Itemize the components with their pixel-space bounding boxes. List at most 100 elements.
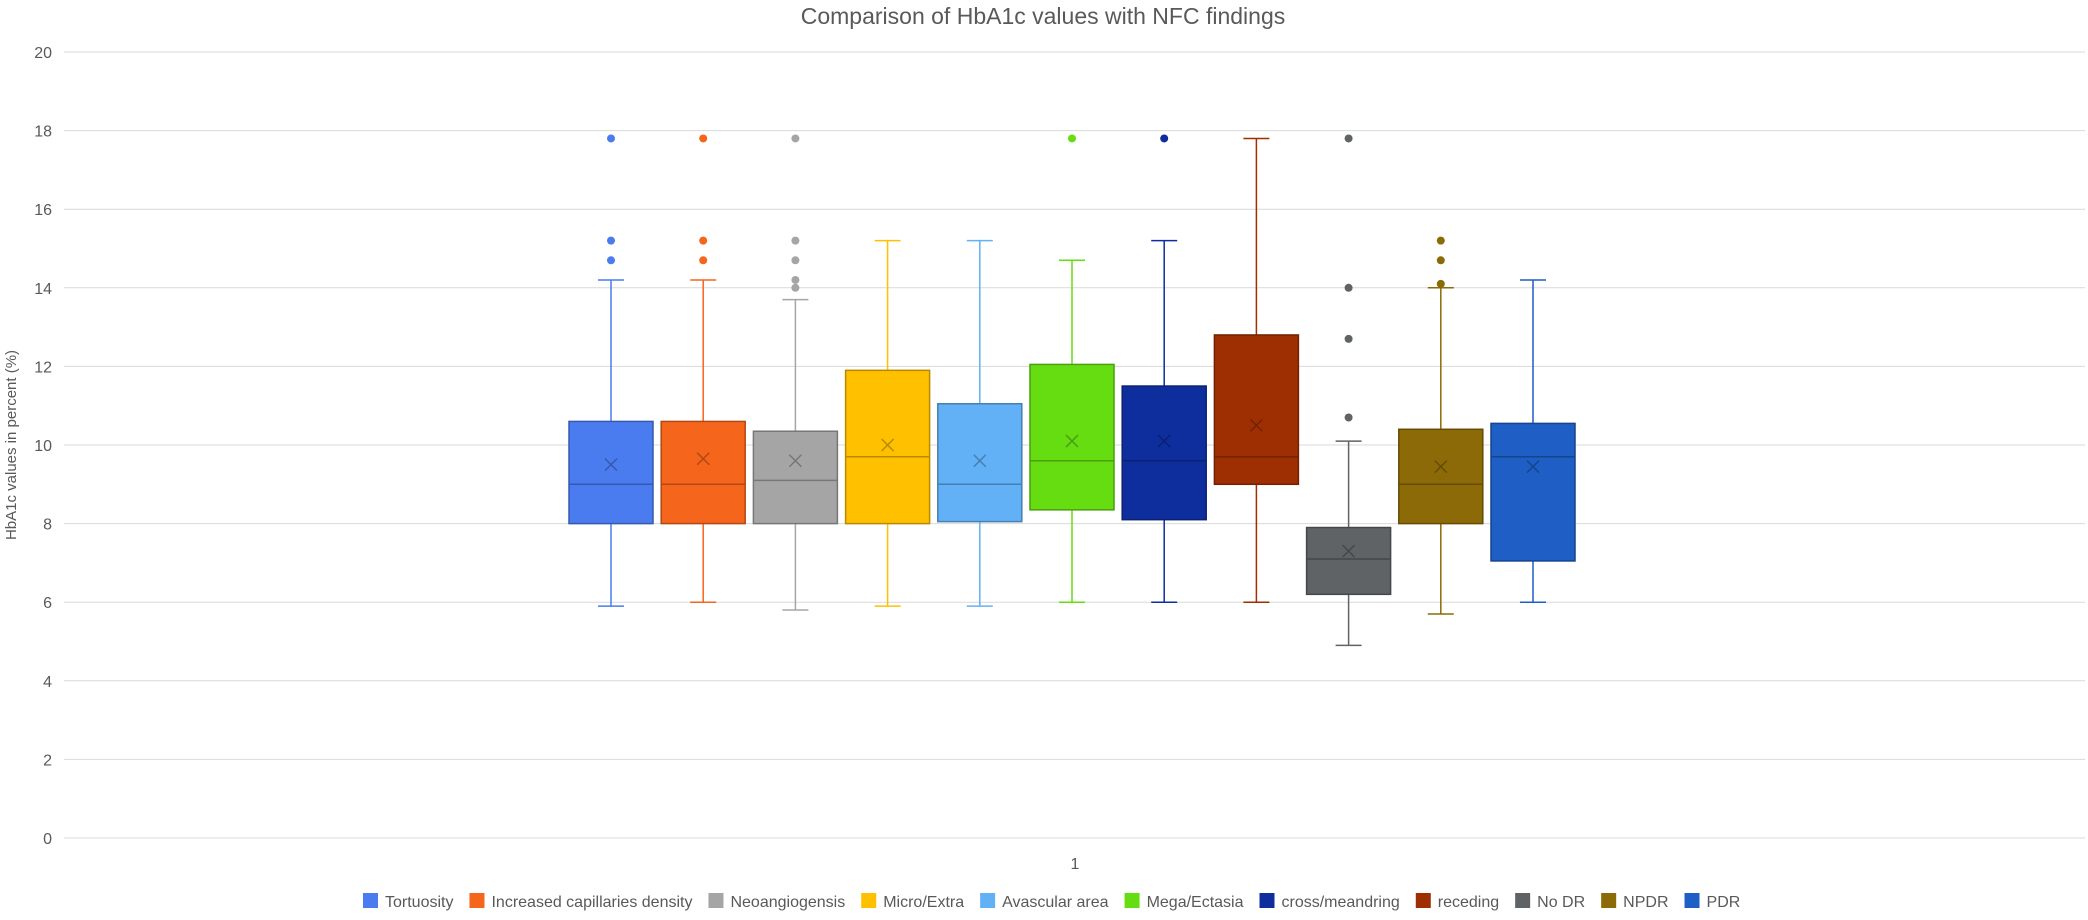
- box-plot-npdr: [1398, 236, 1484, 615]
- legend-swatch: [363, 893, 378, 908]
- box-iqr: [844, 369, 931, 525]
- outlier-point: [791, 256, 800, 265]
- outlier-point: [1436, 256, 1445, 265]
- y-tick-label: 12: [34, 359, 52, 376]
- legend-item: Avascular area: [980, 893, 1109, 911]
- legend-label: Micro/Extra: [883, 894, 964, 911]
- outlier-point: [607, 134, 615, 143]
- legend-item: Increased capillaries density: [469, 893, 692, 911]
- legend-swatch: [708, 893, 724, 908]
- legend-item: receding: [1415, 893, 1499, 911]
- box-plot-pdr: [1490, 279, 1576, 603]
- y-tick-label: 0: [43, 831, 52, 848]
- legend-swatch: [1684, 893, 1700, 908]
- outlier-point: [1068, 134, 1076, 143]
- outlier-point: [607, 236, 615, 245]
- outlier-point: [1344, 283, 1353, 292]
- legend-item: Tortuosity: [363, 893, 453, 911]
- outlier-point: [1344, 134, 1353, 143]
- legend-item: PDR: [1684, 893, 1741, 911]
- box-plot-cross-meandring: [1121, 134, 1207, 603]
- box-plot-no-dr: [1305, 134, 1392, 647]
- box-iqr: [1213, 334, 1300, 486]
- y-tick-label: 16: [34, 202, 52, 219]
- mean-marker: [604, 458, 618, 472]
- legend-swatch: [1601, 893, 1617, 908]
- outlier-point: [791, 236, 800, 245]
- y-tick-label: 14: [34, 281, 52, 298]
- outlier-point: [699, 256, 708, 265]
- legend-swatch: [1415, 893, 1431, 908]
- outlier-point: [1160, 134, 1169, 143]
- legend: Tortuosity Increased capillaries density N…: [363, 893, 1740, 911]
- box-plot-neoangiogensis: [752, 134, 839, 611]
- outlier-point: [1436, 236, 1445, 245]
- box-iqr: [568, 420, 654, 525]
- outlier-point: [699, 134, 708, 143]
- legend-label: NPDR: [1623, 894, 1668, 911]
- legend-item: Mega/Ectasia: [1124, 893, 1244, 911]
- legend-item: NPDR: [1601, 893, 1669, 911]
- legend-swatch: [1515, 893, 1531, 908]
- box-plot-avascular-area: [937, 239, 1023, 607]
- box-iqr: [660, 420, 746, 525]
- mean-marker: [696, 452, 710, 466]
- box-plot-micro-extra: [844, 239, 931, 607]
- box-plot-tortuosity: [568, 134, 654, 607]
- box-plots: [568, 134, 1576, 647]
- y-tick-labels: 0 2 4 6 8 10 12 14 16 18 20: [34, 45, 52, 848]
- legend-swatch: [469, 893, 485, 908]
- legend-label: cross/meandring: [1282, 894, 1400, 911]
- mean-marker: [1157, 434, 1171, 448]
- legend-item: Neoangiogensis: [708, 893, 845, 911]
- legend-swatch: [1124, 893, 1140, 908]
- legend-label: Tortuosity: [385, 894, 453, 911]
- box-plot-receding: [1213, 137, 1300, 603]
- outlier-point: [791, 134, 800, 143]
- outlier-point: [1344, 334, 1353, 343]
- y-tick-label: 20: [34, 45, 52, 62]
- box-iqr: [1029, 363, 1115, 511]
- y-tick-label: 18: [34, 124, 52, 141]
- legend-item: Micro/Extra: [861, 893, 964, 911]
- legend-swatch: [980, 893, 996, 908]
- y-axis-title: HbA1c values in percent (%): [3, 350, 20, 540]
- outlier-point: [607, 256, 615, 265]
- legend-label: Increased capillaries density: [491, 894, 692, 911]
- legend-item: No DR: [1515, 893, 1585, 911]
- outlier-point: [791, 275, 800, 284]
- legend-item: cross/meandring: [1259, 893, 1400, 911]
- legend-swatch: [861, 893, 877, 908]
- y-tick-label: 6: [43, 595, 52, 612]
- box-iqr: [752, 430, 839, 525]
- y-tick-label: 8: [43, 517, 52, 534]
- mean-marker: [1434, 460, 1448, 474]
- box-iqr: [1121, 385, 1207, 521]
- legend-label: PDR: [1707, 894, 1741, 911]
- mean-marker: [973, 454, 987, 468]
- outlier-point: [699, 236, 708, 245]
- mean-marker: [1249, 418, 1263, 432]
- outlier-point: [1436, 279, 1445, 288]
- mean-marker: [1342, 544, 1356, 558]
- legend-swatch: [1259, 893, 1275, 908]
- box-iqr: [1398, 428, 1484, 525]
- box-iqr: [1490, 422, 1576, 562]
- chart-title: Comparison of HbA1c values with NFC find…: [801, 3, 1285, 29]
- box-iqr: [1305, 526, 1392, 596]
- mean-marker: [788, 454, 802, 468]
- legend-label: receding: [1438, 894, 1499, 911]
- legend-label: Avascular area: [1002, 894, 1109, 911]
- legend-label: Mega/Ectasia: [1147, 894, 1244, 911]
- x-tick-label: 1: [1071, 856, 1080, 873]
- y-tick-label: 10: [34, 438, 52, 455]
- mean-marker: [881, 438, 895, 452]
- mean-marker: [1526, 460, 1540, 474]
- outlier-point: [791, 283, 800, 292]
- legend-label: Neoangiogensis: [730, 894, 845, 911]
- legend-label: No DR: [1537, 894, 1585, 911]
- box-plot-increased-capillaries-density: [660, 134, 746, 603]
- box-plot-mega-ectasia: [1029, 134, 1115, 603]
